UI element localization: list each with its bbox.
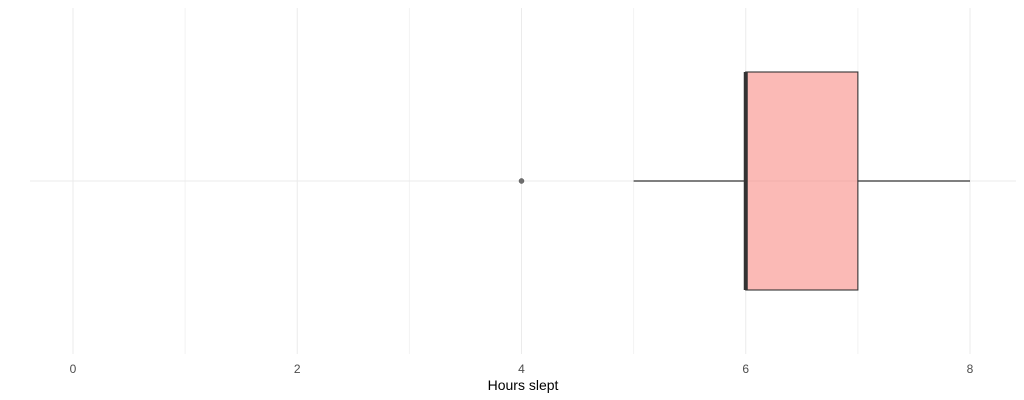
x-axis-title: Hours slept — [488, 377, 559, 393]
x-tick-label: 8 — [967, 362, 974, 376]
x-tick-label: 2 — [294, 362, 301, 376]
x-tick-label: 0 — [70, 362, 77, 376]
outlier-point — [518, 178, 525, 184]
x-tick-label: 6 — [742, 362, 749, 376]
x-axis-ticks: 0 2 4 6 8 — [70, 362, 974, 376]
iqr-box — [745, 71, 859, 291]
boxplot-marks — [518, 71, 970, 291]
x-tick-label: 4 — [518, 362, 525, 376]
